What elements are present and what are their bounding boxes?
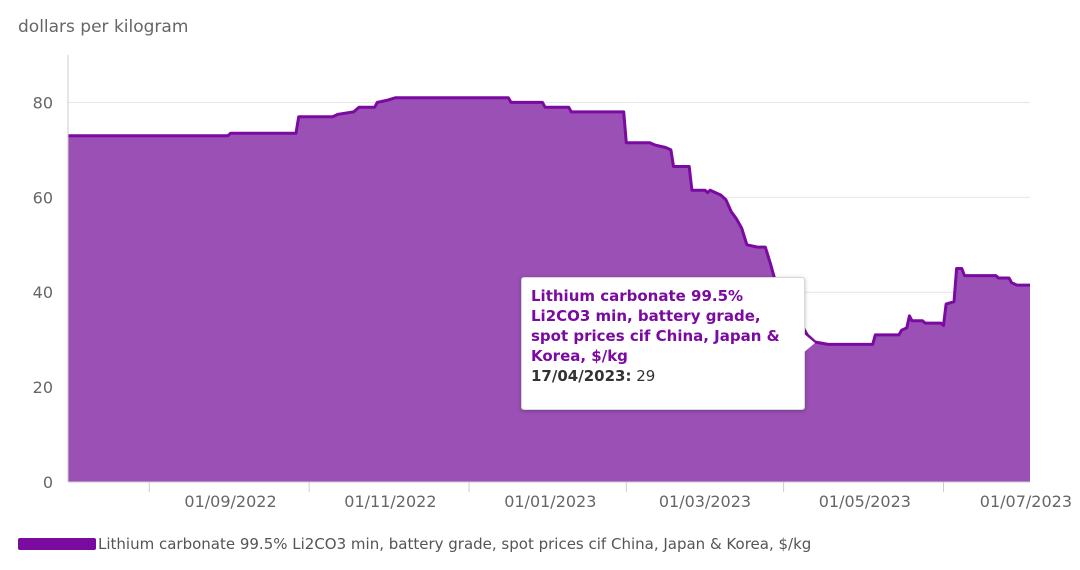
x-tick-label: 01/11/2022 [344,492,436,511]
legend-label[interactable]: Lithium carbonate 99.5% Li2CO3 min, batt… [98,535,812,553]
y-tick-label: 60 [33,188,53,207]
y-axis-label: dollars per kilogram [18,17,188,37]
series-line-0[interactable] [68,96,1030,346]
legend[interactable]: Lithium carbonate 99.5% Li2CO3 min, batt… [18,535,811,553]
y-tick-label: 80 [33,93,53,112]
tooltip-value-line: 17/04/2023: 29 [531,366,794,386]
x-tick-label: 01/09/2022 [184,492,276,511]
legend-swatch[interactable] [18,538,96,550]
tooltip-value: 29 [636,367,656,385]
x-tick-label: 01/07/2023 [980,492,1072,511]
x-tick-label: 01/03/2023 [659,492,751,511]
x-axis: 01/09/2022 01/11/2022 01/01/2023 01/03/2023… [68,481,1072,511]
y-tick-label: 40 [33,283,53,302]
tooltip-date: 17/04/2023: [531,367,632,385]
tooltip-title: Lithium carbonate 99.5% Li2CO3 min, batt… [531,287,780,365]
x-tick-label: 01/01/2023 [504,492,596,511]
y-tick-label: 20 [33,378,53,397]
x-tick-label: 01/05/2023 [819,492,911,511]
tooltip: Lithium carbonate 99.5% Li2CO3 min, batt… [521,277,805,410]
y-axis: 0 20 40 60 80 [33,55,69,492]
tooltip-pointer [803,333,815,353]
y-tick-label: 0 [43,473,53,492]
